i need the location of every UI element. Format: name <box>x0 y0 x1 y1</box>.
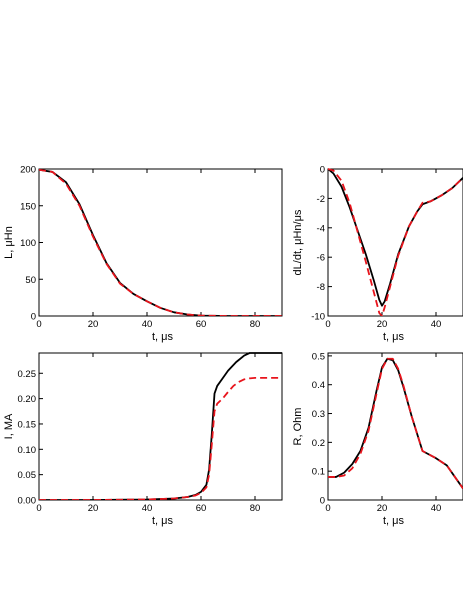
y-tick-label: 0.25 <box>18 369 37 380</box>
y-tick-label: 0.20 <box>18 394 37 405</box>
x-tick-label: 40 <box>142 319 153 330</box>
series-line-red-dashed <box>328 168 463 316</box>
y-tick-label: -6 <box>317 253 325 264</box>
y-tick-label: 0 <box>320 496 325 507</box>
x-axis-label: t, μs <box>383 331 405 343</box>
series-line-black-solid <box>328 168 463 307</box>
y-tick-label: 0.3 <box>312 409 325 420</box>
plot-frame <box>327 168 463 317</box>
x-tick-label: 20 <box>377 319 388 330</box>
y-axis-label: R, Ohm <box>292 408 304 446</box>
series-line-black-solid <box>328 357 463 489</box>
series-line-black-solid <box>39 352 282 500</box>
y-tick-label: 0.4 <box>312 380 325 391</box>
x-tick-label: 40 <box>431 503 442 514</box>
y-tick-label: 0 <box>31 312 36 323</box>
y-tick-label: 0.10 <box>18 445 37 456</box>
series-line-red-dashed <box>328 357 463 489</box>
y-tick-label: 0 <box>320 165 325 176</box>
x-tick-label: 20 <box>88 503 99 514</box>
x-tick-label: 40 <box>142 503 153 514</box>
y-tick-label: 0.2 <box>312 438 325 449</box>
chart-panel-1: 0 20 40 60 80 0 50 100 150 200 t, μs L, μHn <box>3 165 283 343</box>
y-axis-label: dL/dt, μHn/μs <box>292 209 304 275</box>
y-tick-label: 200 <box>20 165 36 176</box>
x-axis-label: t, μs <box>152 331 174 343</box>
plot-frame <box>327 352 463 501</box>
chart-panel-4: 0 20 40 0 0.1 0.2 0.3 0.4 0.5 t, μs R, Ohm <box>292 351 463 527</box>
x-tick-label: 20 <box>377 503 388 514</box>
y-tick-label: 50 <box>25 275 36 286</box>
x-axis-label: t, μs <box>152 515 174 527</box>
y-axis-label: L, μHn <box>3 226 15 259</box>
y-tick-label: 100 <box>20 238 36 249</box>
x-tick-label: 60 <box>196 319 207 330</box>
series-line-black-solid <box>39 168 282 316</box>
y-tick-label: -4 <box>317 223 325 234</box>
series-line-red-dashed <box>39 168 282 316</box>
y-tick-label: 0.5 <box>312 351 325 362</box>
y-tick-label: 0.05 <box>18 470 37 481</box>
x-axis-label: t, μs <box>383 515 405 527</box>
chart-panel-2: 0 20 40 0 -2 -4 -6 -8 -10 t, μs dL/dt, μHn/μs <box>292 165 463 343</box>
y-tick-label: 150 <box>20 201 36 212</box>
series-line-red-dashed <box>39 376 282 500</box>
chart-panel-3: 0 20 40 60 80 0.00 0.05 0.10 0.15 0.20 0.25 t, μs I,… <box>3 352 283 527</box>
x-tick-label: 20 <box>88 319 99 330</box>
y-tick-label: 0.1 <box>312 467 325 478</box>
y-tick-label: 0.15 <box>18 419 37 430</box>
x-tick-label: 0 <box>36 319 41 330</box>
y-tick-label: 0.00 <box>18 496 37 507</box>
y-tick-label: -8 <box>317 282 325 293</box>
y-tick-label: -2 <box>317 194 325 205</box>
plot-frame <box>38 168 283 317</box>
x-tick-label: 80 <box>250 503 261 514</box>
plot-frame <box>38 352 283 501</box>
y-tick-label: -10 <box>311 312 325 323</box>
x-tick-label: 80 <box>250 319 261 330</box>
x-tick-label: 60 <box>196 503 207 514</box>
y-axis-label: I, MA <box>3 413 15 439</box>
x-tick-label: 0 <box>325 503 330 514</box>
x-tick-label: 0 <box>36 503 41 514</box>
x-tick-label: 0 <box>325 319 330 330</box>
x-tick-label: 40 <box>431 319 442 330</box>
